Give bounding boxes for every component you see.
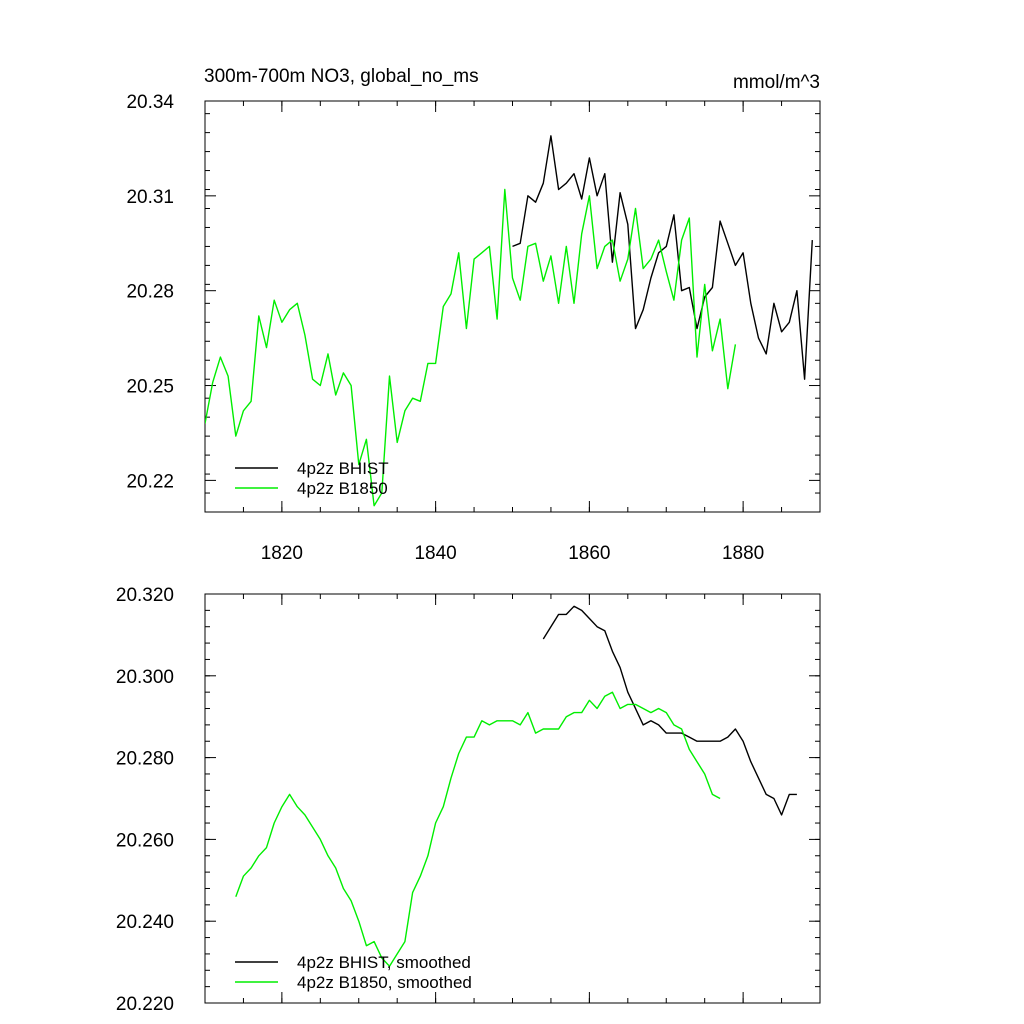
legend-label: 4p2z BHIST, smoothed bbox=[297, 953, 471, 972]
x-tick-label: 1860 bbox=[568, 543, 610, 564]
legend-label: 4p2z B1850 bbox=[297, 479, 388, 498]
chart-title: 300m-700m NO3, global_no_ms bbox=[204, 66, 479, 87]
top-panel: 300m-700m NO3, global_no_ms mmol/m^3 182… bbox=[126, 66, 821, 564]
legend-label: 4p2z B1850, smoothed bbox=[297, 973, 472, 992]
y-tick-label: 20.31 bbox=[126, 187, 174, 208]
plot-frame bbox=[204, 100, 821, 513]
y-tick-label: 20.28 bbox=[126, 282, 174, 303]
y-tick-label: 20.220 bbox=[116, 994, 174, 1015]
y-tick-label: 20.25 bbox=[126, 377, 174, 398]
x-tick-label: 1880 bbox=[722, 543, 764, 564]
x-tick-label: 1820 bbox=[261, 543, 303, 564]
y-tick-label: 20.260 bbox=[116, 830, 174, 851]
y-tick-label: 20.240 bbox=[116, 912, 174, 933]
series-line-b1850 bbox=[205, 188, 737, 507]
units-label: mmol/m^3 bbox=[733, 72, 820, 93]
series-line-bhist bbox=[512, 135, 813, 380]
y-tick-label: 20.34 bbox=[126, 92, 174, 113]
y-tick-label: 20.300 bbox=[116, 667, 174, 688]
series-line-b1850 bbox=[235, 691, 721, 967]
legend-label: 4p2z BHIST bbox=[297, 459, 389, 478]
plot-frame bbox=[204, 593, 821, 1004]
y-tick-label: 20.280 bbox=[116, 749, 174, 770]
series-line-bhist bbox=[542, 605, 797, 816]
x-tick-label: 1840 bbox=[414, 543, 456, 564]
y-tick-label: 20.320 bbox=[116, 585, 174, 606]
y-tick-label: 20.22 bbox=[126, 471, 174, 492]
bottom-panel: 20.220 20.240 20.260 20.280 20.300 20.320 4p2z… bbox=[116, 585, 821, 1015]
